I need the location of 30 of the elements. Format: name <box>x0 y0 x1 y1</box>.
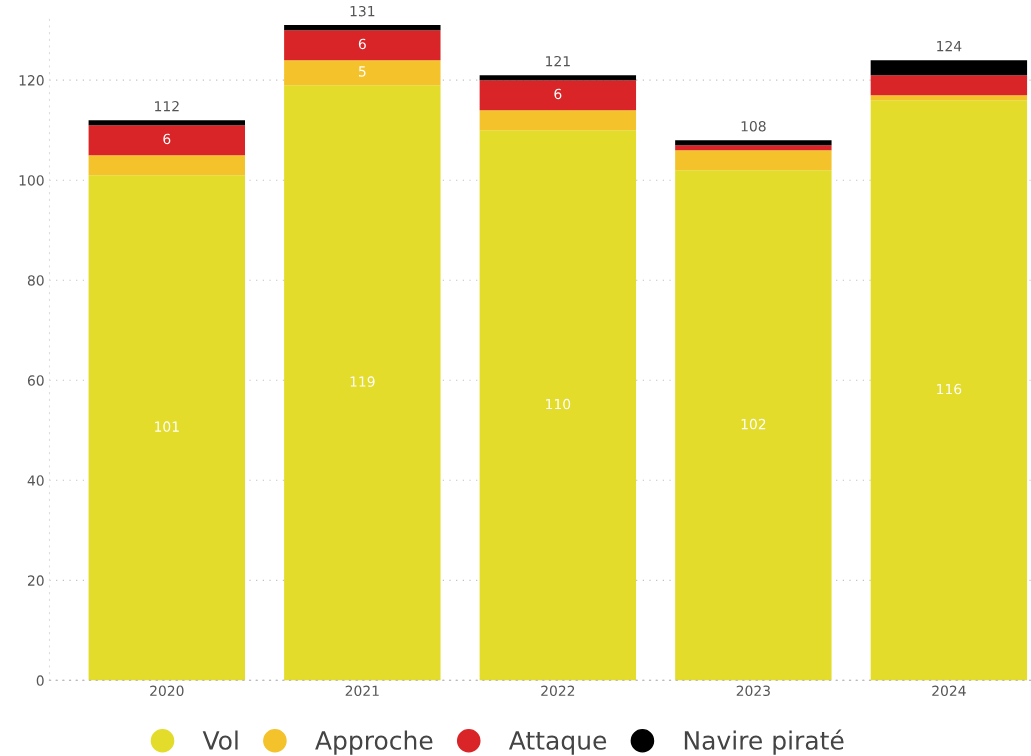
y-tick-label: 120 <box>19 75 44 86</box>
data-label: 102 <box>741 418 766 430</box>
data-label: 5 <box>358 66 366 77</box>
y-tick-label: 40 <box>27 475 44 486</box>
y-tick-label: 20 <box>27 575 44 586</box>
total-label: 112 <box>155 100 179 112</box>
data-label: 110 <box>546 398 571 410</box>
data-label: 6 <box>358 38 366 50</box>
data-label: 101 <box>155 421 179 432</box>
legend-label: Vol <box>202 730 238 750</box>
total-label: 121 <box>546 55 570 67</box>
legend-label: Attaque <box>508 731 607 755</box>
total-label: 108 <box>741 120 766 132</box>
legend-label: Approche <box>315 730 433 755</box>
y-tick-label: 0 <box>36 675 44 686</box>
data-label: 6 <box>163 133 171 145</box>
x-tick-label: 2020 <box>150 685 184 697</box>
x-tick-label: 2024 <box>932 685 966 697</box>
x-tick-label: 2021 <box>345 685 379 697</box>
x-tick-label: 2022 <box>541 685 575 697</box>
legend-label: Navire piraté <box>684 729 844 755</box>
data-label: 119 <box>350 376 375 387</box>
data-label: 116 <box>937 383 962 395</box>
total-label: 131 <box>350 5 375 17</box>
y-tick-label: 60 <box>27 375 44 386</box>
data-label: 6 <box>554 88 562 100</box>
y-tick-label: 80 <box>27 275 44 286</box>
total-label: 124 <box>937 40 962 52</box>
y-tick-label: 100 <box>19 175 44 186</box>
x-tick-label: 2023 <box>736 685 770 697</box>
